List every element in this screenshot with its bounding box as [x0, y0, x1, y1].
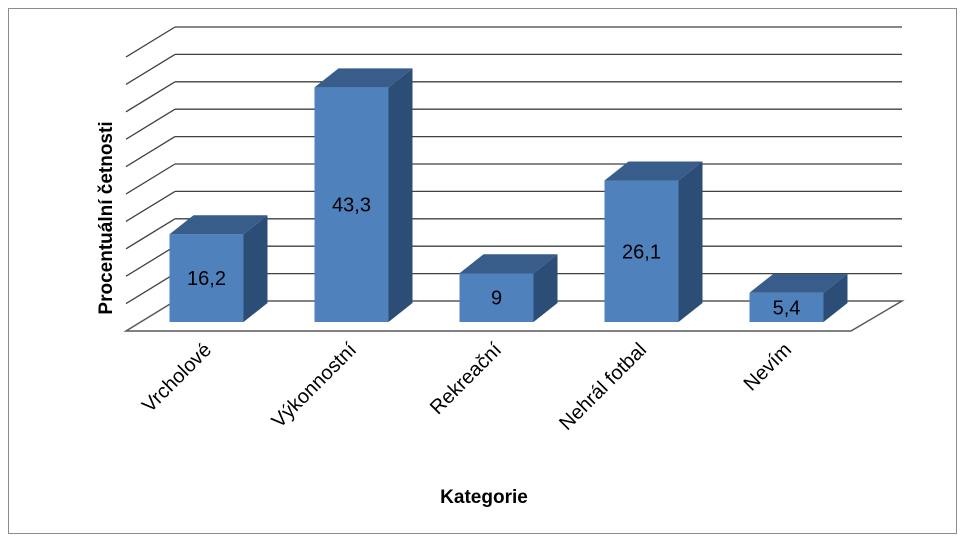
category-label: Vrcholové — [138, 339, 216, 417]
gridline-side — [125, 136, 176, 168]
bar-series — [169, 68, 848, 323]
category-label: Nehrál fotbal — [555, 339, 651, 435]
y-axis-title: Procentuální četnosti — [96, 121, 117, 314]
bar — [314, 68, 413, 323]
gridline-side — [125, 81, 176, 113]
bar-side — [243, 215, 268, 322]
category-label: Rekreační — [426, 339, 506, 419]
data-label: 26,1 — [622, 241, 661, 263]
bar — [604, 161, 703, 322]
bar — [169, 215, 268, 322]
gridline-side — [125, 245, 176, 277]
bar-front — [604, 180, 679, 322]
bar-top — [314, 68, 413, 88]
data-label: 5,4 — [773, 297, 801, 319]
bar — [459, 254, 558, 322]
gridline-side — [125, 273, 176, 305]
gridline-side — [125, 218, 176, 250]
data-label: 43,3 — [332, 195, 371, 217]
category-label: Výkonnostní — [268, 339, 362, 433]
bar-top — [604, 161, 703, 181]
gridline-side — [125, 26, 176, 58]
bar-side — [388, 68, 413, 322]
gridline-side — [125, 108, 176, 140]
bar-front — [749, 292, 824, 322]
bar-side — [678, 161, 703, 322]
bar-top — [169, 215, 268, 235]
bar-front — [459, 273, 534, 322]
floor-outline — [123, 300, 905, 332]
gridline-side — [125, 163, 176, 195]
bar — [749, 273, 848, 322]
bar-side — [823, 273, 848, 322]
bar-chart: 16,2 43,3 9 26,1 5,4 Vrcholové Výkonnostní Rek… — [96, 26, 905, 508]
gridlines — [125, 26, 902, 305]
data-label: 16,2 — [187, 268, 226, 290]
bar-side — [533, 254, 558, 322]
bar-top — [459, 254, 558, 274]
chart-floor — [123, 300, 905, 332]
chart-area: 16,2 43,3 9 26,1 5,4 Vrcholové Výkonnostní Rek… — [8, 8, 957, 534]
gridline-side — [125, 190, 176, 222]
x-axis-title: Kategorie — [440, 487, 528, 508]
bar-front — [169, 234, 244, 322]
data-labels: 16,2 43,3 9 26,1 5,4 — [187, 195, 800, 320]
category-tick-labels: Vrcholové Výkonnostní Rekreační Nehrál fotb… — [138, 339, 796, 435]
bar-top — [749, 273, 848, 293]
data-label: 9 — [491, 288, 502, 310]
category-label: Nevím — [740, 339, 796, 395]
bar-front — [314, 87, 389, 323]
gridline-side — [125, 53, 176, 85]
